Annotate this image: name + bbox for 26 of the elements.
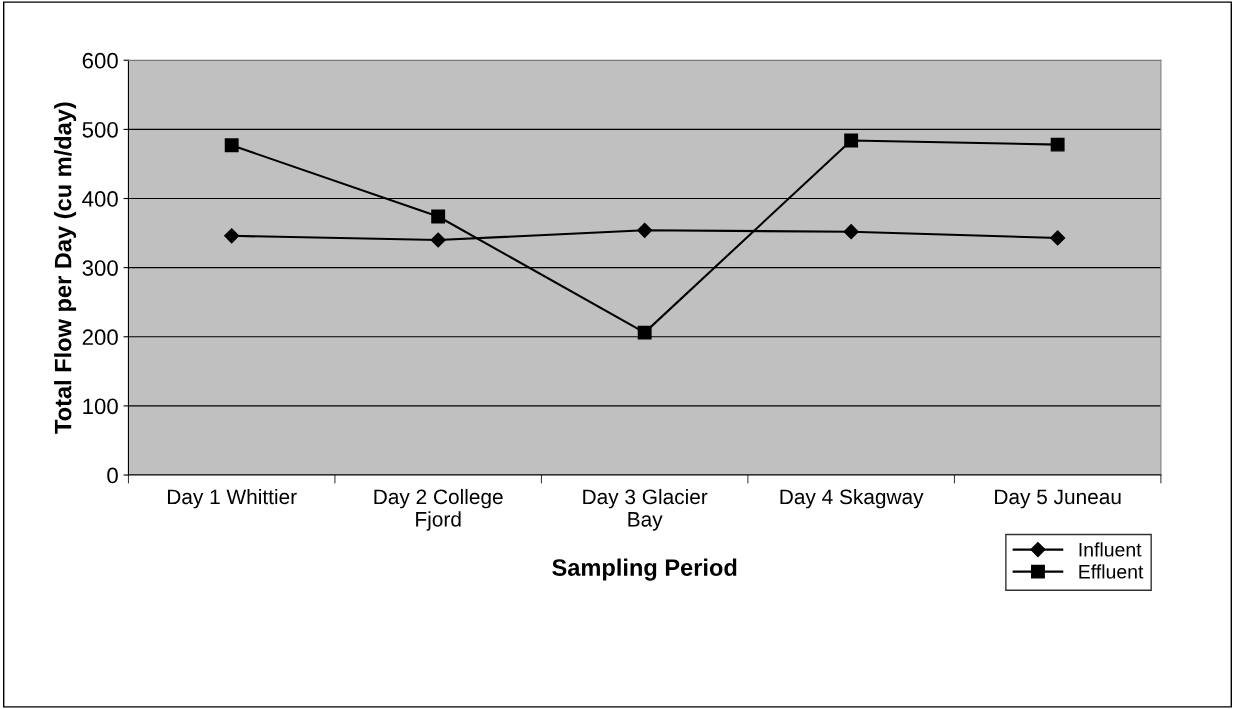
legend-label: Influent bbox=[1079, 542, 1142, 557]
y-tick-label: 600 bbox=[82, 52, 118, 69]
point bbox=[637, 222, 653, 238]
y-tick-label: 100 bbox=[83, 398, 118, 415]
point bbox=[843, 224, 859, 240]
point bbox=[224, 138, 239, 153]
y-tick-label: 0 bbox=[107, 467, 118, 484]
point bbox=[431, 209, 446, 224]
y-tick-label: 500 bbox=[82, 121, 118, 138]
y-axis-title: Total Flow per Day (cu m/day) bbox=[54, 102, 77, 434]
y-tick-label: 400 bbox=[82, 191, 118, 207]
x-tick-label: Day 2 College Fjord bbox=[374, 488, 503, 531]
x-tick-label: Day 3 Glacier Bay bbox=[583, 488, 708, 531]
x-tick-label: Day 1 Whittier bbox=[167, 488, 297, 509]
y-tick-label: 200 bbox=[82, 329, 118, 346]
point bbox=[1050, 137, 1065, 152]
x-tick-label: Day 5 Juneau bbox=[995, 489, 1121, 509]
point bbox=[844, 133, 859, 148]
point bbox=[224, 228, 240, 244]
x-tick-label: Day 4 Skagway bbox=[780, 488, 924, 509]
x-axis-title: Sampling Period bbox=[552, 558, 737, 581]
point bbox=[430, 232, 446, 248]
point bbox=[1050, 230, 1066, 246]
y-tick-label: 300 bbox=[82, 260, 118, 276]
point bbox=[637, 325, 652, 340]
legend-label: Effluent bbox=[1079, 564, 1144, 579]
